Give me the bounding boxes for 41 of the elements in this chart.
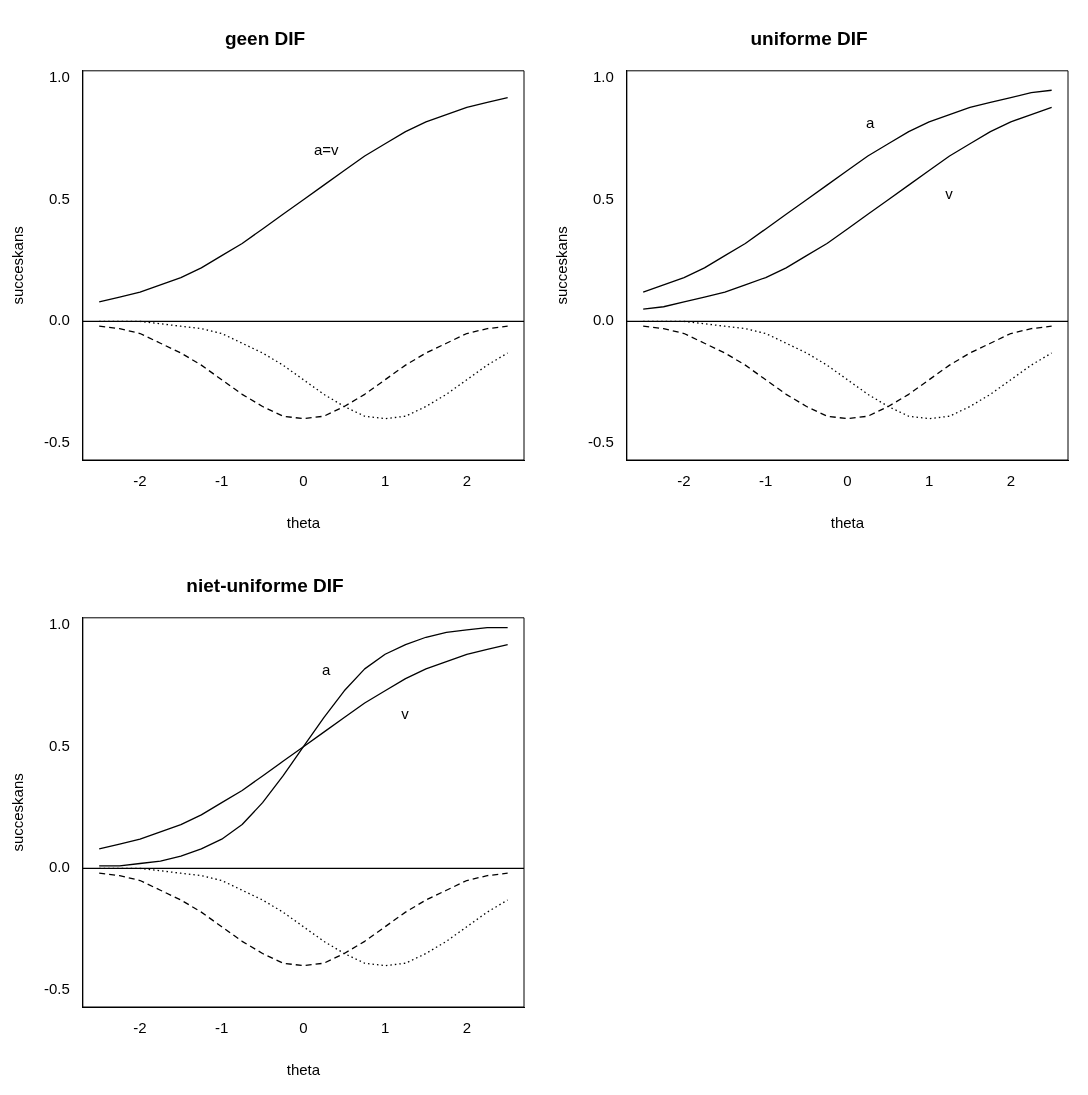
chart-title: geen DIF (224, 27, 306, 49)
x-tick-label: 0 (299, 1019, 308, 1037)
x-tick-label: -2 (677, 472, 691, 490)
y-tick-label: 1.0 (48, 615, 70, 633)
x-tick-label: 0 (299, 472, 308, 490)
x-axis-title: theta (286, 1061, 321, 1079)
y-axis-title: succeskans (9, 773, 27, 852)
x-tick-label: 2 (1006, 472, 1015, 490)
x-tick-label: 1 (380, 1019, 390, 1037)
x-tick-label: -2 (133, 472, 147, 490)
x-tick-label: 1 (380, 472, 390, 490)
x-tick-label: 0 (843, 472, 852, 490)
x-tick-label: -1 (215, 472, 229, 490)
series-label: a (866, 113, 876, 131)
y-tick-label: 0.5 (48, 189, 70, 207)
series-label: v (945, 184, 954, 202)
y-tick-label: 0.5 (592, 189, 614, 207)
y-tick-label: 0.0 (592, 311, 614, 329)
x-tick-label: -1 (215, 1019, 229, 1037)
x-tick-label: 1 (924, 472, 934, 490)
series-label: a (322, 660, 332, 678)
y-tick-label: 1.0 (48, 68, 70, 86)
chart-title: uniforme DIF (750, 27, 868, 49)
y-tick-label: 1.0 (592, 68, 614, 86)
x-tick-label: 2 (462, 472, 471, 490)
series-label: a=v (313, 140, 340, 158)
y-axis-title: succeskans (553, 226, 571, 305)
x-tick-label: 2 (462, 1019, 471, 1037)
y-tick-label: -0.5 (43, 980, 70, 998)
y-tick-label: 0.0 (48, 311, 70, 329)
y-tick-label: 0.0 (48, 858, 70, 876)
x-tick-label: -1 (759, 472, 773, 490)
x-tick-label: -2 (133, 1019, 147, 1037)
chart-title: niet-uniforme DIF (186, 574, 344, 596)
series-label: v (401, 704, 410, 722)
x-axis-title: theta (286, 514, 321, 532)
y-tick-label: -0.5 (43, 433, 70, 451)
x-axis-title: theta (830, 514, 865, 532)
y-tick-label: 0.5 (48, 736, 70, 754)
y-axis-title: succeskans (9, 226, 27, 305)
y-tick-label: -0.5 (587, 433, 614, 451)
